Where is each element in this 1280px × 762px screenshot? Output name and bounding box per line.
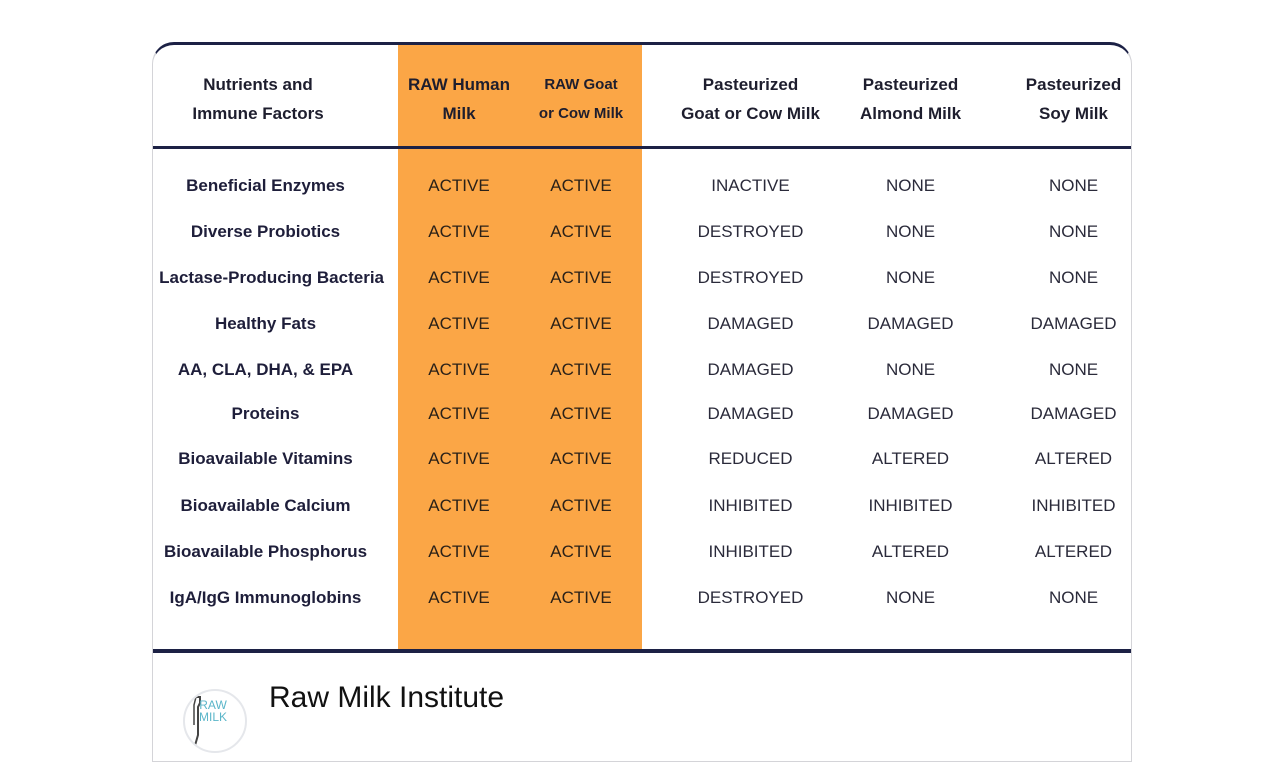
cell-raw-goat-cow: ACTIVE bbox=[550, 588, 612, 607]
cell-pasteurized-almond: INHIBITED bbox=[868, 496, 953, 515]
cell-pasteurized-goat-cow: DESTROYED bbox=[697, 222, 804, 241]
cell-raw-goat-cow: ACTIVE bbox=[550, 496, 612, 515]
cell-pasteurized-almond: NONE bbox=[885, 176, 936, 195]
table-row: Bioavailable Vitamins ACTIVE ACTIVE REDU… bbox=[153, 436, 1131, 482]
row-label: Diverse Probiotics bbox=[190, 222, 341, 241]
cell-raw-human: ACTIVE bbox=[428, 404, 490, 423]
row-label: Healthy Fats bbox=[214, 314, 317, 333]
cell-raw-human: ACTIVE bbox=[428, 542, 490, 561]
raw-milk-institute-logo: RAW MILK bbox=[183, 689, 247, 753]
cell-raw-human: ACTIVE bbox=[428, 360, 490, 379]
cell-pasteurized-almond: NONE bbox=[885, 360, 936, 379]
table-row: IgA/IgG Immunoglobins ACTIVE ACTIVE DEST… bbox=[153, 575, 1131, 621]
table-row: Beneficial Enzymes ACTIVE ACTIVE INACTIV… bbox=[153, 163, 1131, 209]
table-row: Bioavailable Phosphorus ACTIVE ACTIVE IN… bbox=[153, 529, 1131, 575]
cell-pasteurized-soy: NONE bbox=[1048, 176, 1099, 195]
cell-raw-human: ACTIVE bbox=[428, 222, 490, 241]
cell-pasteurized-soy: NONE bbox=[1048, 222, 1099, 241]
cell-raw-goat-cow: ACTIVE bbox=[550, 360, 612, 379]
footer: RAW MILK Raw Milk Institute bbox=[153, 653, 1131, 761]
cell-pasteurized-soy: DAMAGED bbox=[1030, 314, 1117, 333]
cell-pasteurized-almond: DAMAGED bbox=[867, 404, 954, 423]
cell-pasteurized-almond: ALTERED bbox=[871, 449, 950, 468]
row-label: Proteins bbox=[231, 404, 300, 423]
cell-raw-goat-cow: ACTIVE bbox=[550, 222, 612, 241]
cell-pasteurized-soy: NONE bbox=[1048, 588, 1099, 607]
comparison-card: Nutrients and Immune Factors RAW Human M… bbox=[152, 42, 1132, 762]
cell-raw-goat-cow: ACTIVE bbox=[550, 268, 612, 287]
cell-pasteurized-goat-cow: DESTROYED bbox=[697, 588, 804, 607]
cell-pasteurized-almond: NONE bbox=[885, 268, 936, 287]
cell-raw-goat-cow: ACTIVE bbox=[550, 404, 612, 423]
cell-raw-human: ACTIVE bbox=[428, 314, 490, 333]
row-label: Bioavailable Vitamins bbox=[178, 449, 353, 468]
table-row: Lactase-Producing Bacteria ACTIVE ACTIVE… bbox=[153, 255, 1131, 301]
header-raw-human-milk: RAW Human Milk bbox=[408, 75, 510, 123]
cell-raw-goat-cow: ACTIVE bbox=[550, 449, 612, 468]
cell-pasteurized-almond: DAMAGED bbox=[867, 314, 954, 333]
cell-pasteurized-goat-cow: INHIBITED bbox=[708, 542, 793, 561]
row-label: AA, CLA, DHA, & EPA bbox=[177, 360, 354, 379]
cell-pasteurized-goat-cow: DAMAGED bbox=[707, 404, 794, 423]
cell-raw-goat-cow: ACTIVE bbox=[550, 176, 612, 195]
cell-raw-human: ACTIVE bbox=[428, 496, 490, 515]
cell-raw-goat-cow: ACTIVE bbox=[550, 314, 612, 333]
cell-raw-human: ACTIVE bbox=[428, 176, 490, 195]
cell-pasteurized-soy: ALTERED bbox=[1034, 449, 1113, 468]
cell-pasteurized-almond: ALTERED bbox=[871, 542, 950, 561]
row-label: IgA/IgG Immunoglobins bbox=[169, 588, 362, 607]
header-pasteurized-almond-milk: Pasteurized Almond Milk bbox=[859, 75, 962, 123]
table-row: Proteins ACTIVE ACTIVE DAMAGED DAMAGED D… bbox=[153, 391, 1131, 437]
cell-raw-goat-cow: ACTIVE bbox=[550, 542, 612, 561]
cell-pasteurized-soy: DAMAGED bbox=[1030, 404, 1117, 423]
org-name: Raw Milk Institute bbox=[269, 681, 505, 714]
cell-pasteurized-almond: NONE bbox=[885, 222, 936, 241]
cell-raw-human: ACTIVE bbox=[428, 449, 490, 468]
cell-pasteurized-soy: NONE bbox=[1048, 268, 1099, 287]
table-header-row: Nutrients and Immune Factors RAW Human M… bbox=[153, 45, 1131, 148]
cell-pasteurized-soy: NONE bbox=[1048, 360, 1099, 379]
row-label: Lactase-Producing Bacteria bbox=[159, 268, 384, 287]
table-row: AA, CLA, DHA, & EPA ACTIVE ACTIVE DAMAGE… bbox=[153, 347, 1131, 393]
cell-raw-human: ACTIVE bbox=[428, 588, 490, 607]
cell-raw-human: ACTIVE bbox=[428, 268, 490, 287]
cell-pasteurized-soy: INHIBITED bbox=[1031, 496, 1116, 515]
table-row: Bioavailable Calcium ACTIVE ACTIVE INHIB… bbox=[153, 483, 1131, 529]
row-label: Bioavailable Phosphorus bbox=[163, 542, 368, 561]
table-row: Diverse Probiotics ACTIVE ACTIVE DESTROY… bbox=[153, 209, 1131, 255]
cell-pasteurized-goat-cow: INACTIVE bbox=[711, 176, 790, 195]
raw-milk-highlight-band bbox=[398, 45, 642, 649]
row-label: Bioavailable Calcium bbox=[180, 496, 351, 515]
logo-text: RAW MILK bbox=[199, 698, 228, 724]
cell-pasteurized-almond: NONE bbox=[885, 588, 936, 607]
header-pasteurized-soy-milk: Pasteurized Soy Milk bbox=[1025, 75, 1122, 123]
header-nutrients: Nutrients and Immune Factors bbox=[192, 75, 324, 123]
header-divider bbox=[153, 146, 1131, 149]
table-row: Healthy Fats ACTIVE ACTIVE DAMAGED DAMAG… bbox=[153, 301, 1131, 347]
cell-pasteurized-goat-cow: REDUCED bbox=[708, 449, 793, 468]
cell-pasteurized-goat-cow: DAMAGED bbox=[707, 314, 794, 333]
header-pasteurized-goat-cow-milk: Pasteurized Goat or Cow Milk bbox=[681, 75, 820, 123]
row-label: Beneficial Enzymes bbox=[186, 176, 345, 195]
header-raw-goat-cow-milk: RAW Goat or Cow Milk bbox=[538, 76, 624, 122]
cell-pasteurized-soy: ALTERED bbox=[1034, 542, 1113, 561]
cell-pasteurized-goat-cow: INHIBITED bbox=[708, 496, 793, 515]
cell-pasteurized-goat-cow: DAMAGED bbox=[707, 360, 794, 379]
footer-divider bbox=[153, 649, 1131, 653]
cell-pasteurized-goat-cow: DESTROYED bbox=[697, 268, 804, 287]
